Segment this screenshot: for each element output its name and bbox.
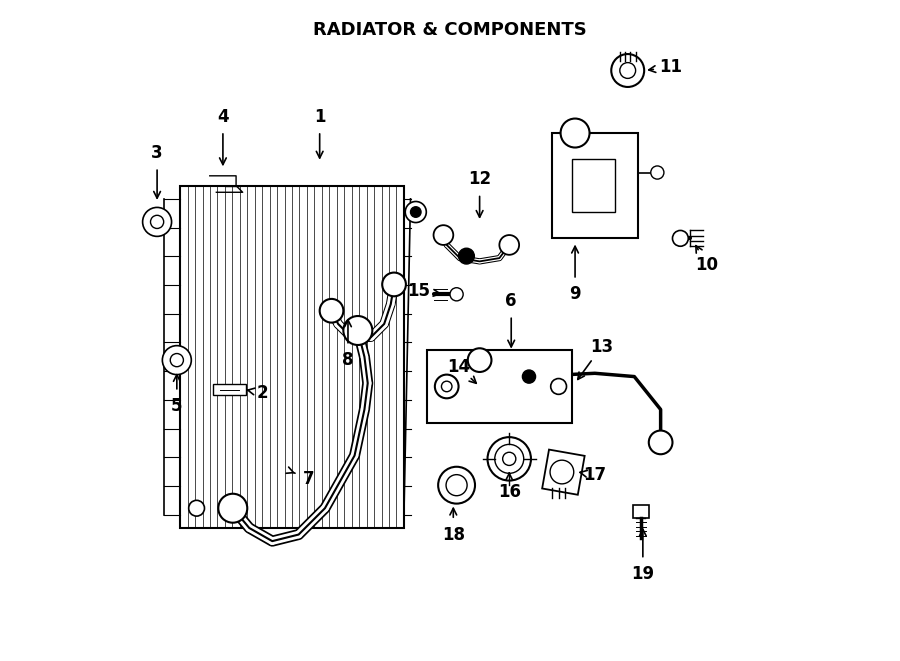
Circle shape bbox=[561, 118, 590, 147]
Circle shape bbox=[320, 299, 344, 323]
Bar bbox=[427, 350, 572, 422]
Circle shape bbox=[551, 379, 566, 395]
Circle shape bbox=[189, 500, 204, 516]
Circle shape bbox=[468, 348, 491, 372]
Circle shape bbox=[446, 475, 467, 496]
Circle shape bbox=[219, 494, 248, 523]
Text: 9: 9 bbox=[569, 286, 580, 303]
Text: 3: 3 bbox=[151, 144, 163, 162]
Text: 15: 15 bbox=[408, 282, 430, 300]
Text: 11: 11 bbox=[659, 58, 682, 76]
Circle shape bbox=[495, 444, 524, 473]
Circle shape bbox=[672, 231, 688, 247]
Circle shape bbox=[450, 288, 464, 301]
Text: 14: 14 bbox=[447, 358, 470, 375]
Circle shape bbox=[410, 207, 421, 217]
Circle shape bbox=[488, 437, 531, 481]
Circle shape bbox=[170, 354, 184, 367]
Text: 4: 4 bbox=[217, 108, 229, 126]
Text: 5: 5 bbox=[171, 397, 183, 415]
Bar bbox=[552, 133, 637, 239]
Circle shape bbox=[649, 430, 672, 454]
Bar bbox=[572, 159, 615, 212]
Circle shape bbox=[503, 452, 516, 465]
Circle shape bbox=[382, 272, 406, 296]
Text: 19: 19 bbox=[631, 565, 654, 583]
Circle shape bbox=[441, 381, 452, 392]
Bar bbox=[213, 385, 246, 395]
Circle shape bbox=[405, 202, 427, 223]
Circle shape bbox=[435, 375, 459, 399]
Circle shape bbox=[150, 215, 164, 229]
Circle shape bbox=[434, 225, 454, 245]
Text: 7: 7 bbox=[302, 469, 314, 488]
Text: 10: 10 bbox=[695, 256, 718, 274]
Text: 17: 17 bbox=[583, 466, 607, 485]
Text: 16: 16 bbox=[498, 483, 521, 501]
Circle shape bbox=[162, 346, 192, 375]
Bar bbox=[180, 186, 404, 528]
Circle shape bbox=[550, 460, 573, 484]
Circle shape bbox=[438, 467, 475, 504]
Text: 2: 2 bbox=[256, 384, 268, 402]
Bar bbox=[542, 449, 585, 495]
Circle shape bbox=[620, 63, 635, 79]
Text: 8: 8 bbox=[342, 351, 354, 369]
Bar bbox=[633, 505, 649, 518]
Circle shape bbox=[611, 54, 644, 87]
Circle shape bbox=[522, 370, 536, 383]
Text: 12: 12 bbox=[468, 170, 491, 188]
Circle shape bbox=[142, 208, 172, 237]
Circle shape bbox=[651, 166, 664, 179]
Text: 13: 13 bbox=[590, 338, 613, 356]
Circle shape bbox=[459, 249, 474, 264]
Circle shape bbox=[500, 235, 519, 254]
Circle shape bbox=[344, 316, 373, 345]
Text: RADIATOR & COMPONENTS: RADIATOR & COMPONENTS bbox=[313, 21, 587, 39]
Text: 18: 18 bbox=[442, 525, 464, 543]
Text: 6: 6 bbox=[506, 292, 517, 310]
Text: 1: 1 bbox=[314, 108, 326, 126]
